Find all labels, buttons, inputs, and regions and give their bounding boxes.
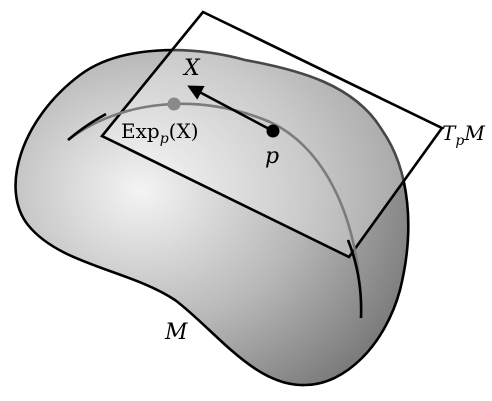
label-exp-arg: (X) <box>169 119 199 143</box>
label-exp-prefix: Exp <box>121 119 160 143</box>
tangent-vector-X <box>187 85 274 133</box>
geodesic-behind-plane <box>67 102 363 319</box>
label-point-p: p <box>265 144 279 169</box>
label-tangent-T: T <box>442 121 457 145</box>
label-manifold: M <box>164 320 188 345</box>
manifold-surface <box>14 48 410 387</box>
label-tangent-M: M <box>463 121 485 145</box>
base-point-p <box>266 124 280 138</box>
label-tangent-space: TpM <box>442 121 485 149</box>
label-tangent-sub: p <box>455 133 464 149</box>
label-exp-sub: p <box>160 131 169 147</box>
exp-point <box>167 97 181 111</box>
label-vector-X: X <box>182 56 201 81</box>
geodesic-front-right <box>346 239 363 319</box>
geodesic-front-left <box>67 112 107 141</box>
label-exp-map: Expp(X) <box>121 119 199 147</box>
